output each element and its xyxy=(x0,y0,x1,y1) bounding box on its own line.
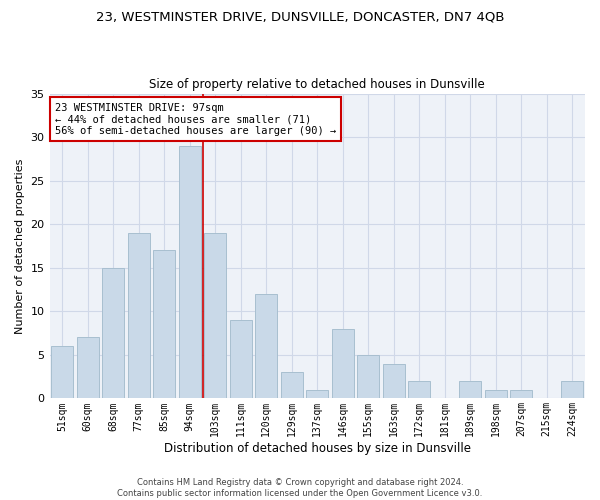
Bar xyxy=(511,390,532,398)
Bar xyxy=(230,320,251,398)
Bar xyxy=(52,346,73,399)
Text: 23 WESTMINSTER DRIVE: 97sqm
← 44% of detached houses are smaller (71)
56% of sem: 23 WESTMINSTER DRIVE: 97sqm ← 44% of det… xyxy=(55,102,336,136)
Bar xyxy=(460,381,481,398)
Bar xyxy=(205,233,226,398)
Bar xyxy=(409,381,430,398)
Bar xyxy=(281,372,302,398)
Bar xyxy=(256,294,277,399)
Bar xyxy=(154,250,175,398)
Bar xyxy=(307,390,328,398)
X-axis label: Distribution of detached houses by size in Dunsville: Distribution of detached houses by size … xyxy=(164,442,471,455)
Title: Size of property relative to detached houses in Dunsville: Size of property relative to detached ho… xyxy=(149,78,485,91)
Text: Contains HM Land Registry data © Crown copyright and database right 2024.
Contai: Contains HM Land Registry data © Crown c… xyxy=(118,478,482,498)
Bar xyxy=(103,268,124,398)
Bar xyxy=(358,355,379,399)
Bar xyxy=(485,390,506,398)
Bar xyxy=(128,233,149,398)
Bar xyxy=(562,381,583,398)
Text: 23, WESTMINSTER DRIVE, DUNSVILLE, DONCASTER, DN7 4QB: 23, WESTMINSTER DRIVE, DUNSVILLE, DONCAS… xyxy=(96,10,504,23)
Bar xyxy=(332,328,353,398)
Bar xyxy=(383,364,404,398)
Bar xyxy=(77,338,98,398)
Y-axis label: Number of detached properties: Number of detached properties xyxy=(15,158,25,334)
Bar xyxy=(179,146,200,399)
